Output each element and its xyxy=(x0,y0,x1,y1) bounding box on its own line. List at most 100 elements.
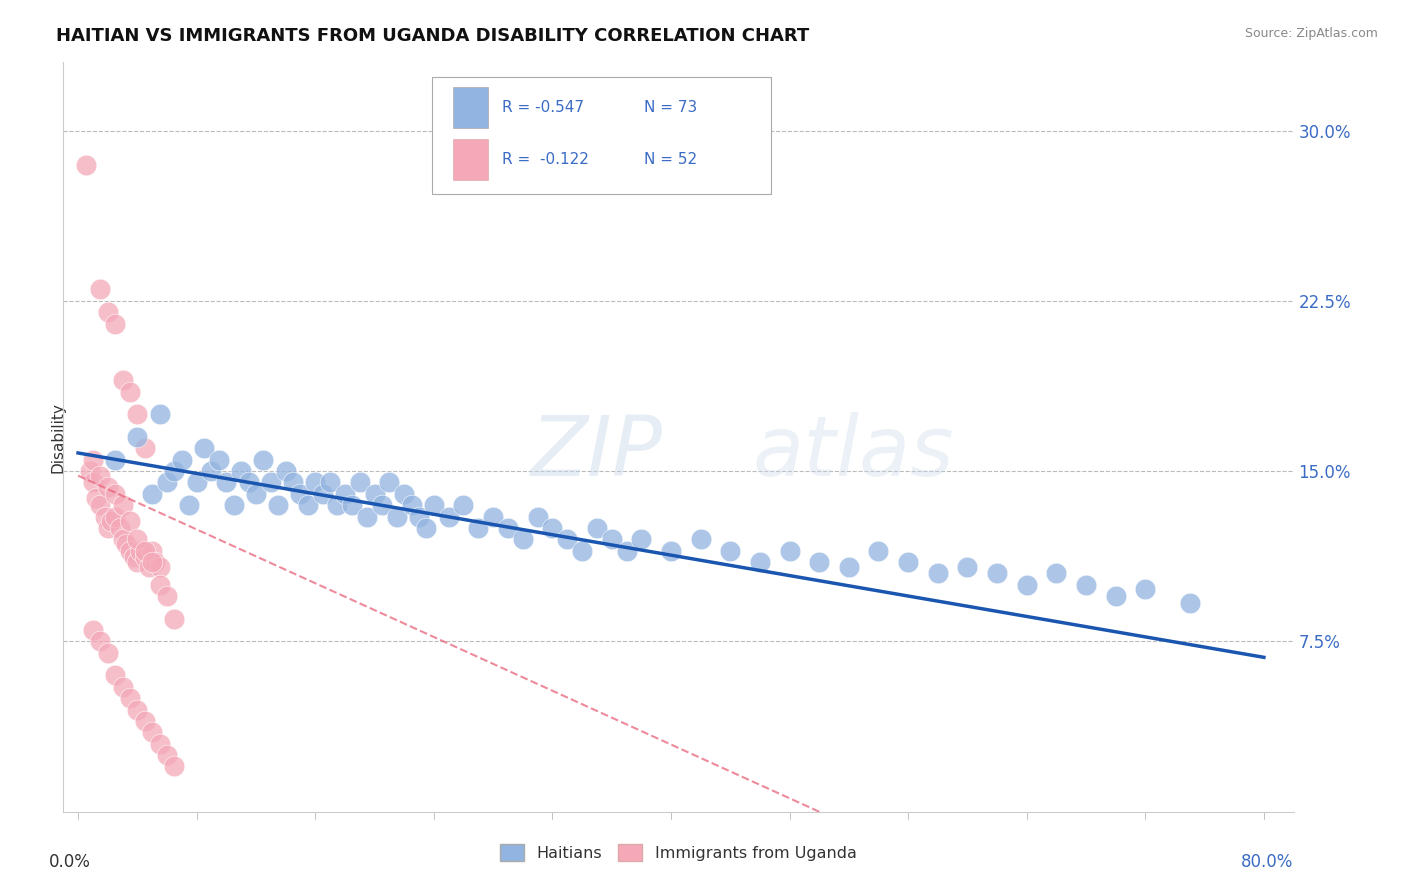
Point xyxy=(97,521,120,535)
Point xyxy=(274,464,297,478)
Point xyxy=(134,714,156,728)
Point xyxy=(138,559,160,574)
Text: R =  -0.122: R = -0.122 xyxy=(502,153,589,168)
Point xyxy=(141,725,163,739)
Point xyxy=(1015,577,1038,591)
Point xyxy=(571,543,593,558)
Point xyxy=(371,498,394,512)
Text: HAITIAN VS IMMIGRANTS FROM UGANDA DISABILITY CORRELATION CHART: HAITIAN VS IMMIGRANTS FROM UGANDA DISABI… xyxy=(56,27,810,45)
Point xyxy=(127,408,149,422)
Point xyxy=(526,509,548,524)
Text: ZIP: ZIP xyxy=(531,411,662,492)
Point xyxy=(170,452,193,467)
Point xyxy=(118,514,141,528)
Point xyxy=(267,498,290,512)
Point xyxy=(127,555,149,569)
Point xyxy=(104,452,127,467)
Point xyxy=(82,475,104,490)
Point xyxy=(111,373,134,387)
Point xyxy=(897,555,920,569)
Point xyxy=(423,498,446,512)
Point xyxy=(156,475,179,490)
Point xyxy=(75,158,97,172)
Point xyxy=(129,543,152,558)
Point xyxy=(401,498,423,512)
Point xyxy=(1104,589,1126,603)
Point xyxy=(104,509,127,524)
Text: R = -0.547: R = -0.547 xyxy=(502,100,585,115)
Point xyxy=(104,668,127,682)
Point xyxy=(689,533,711,547)
Point xyxy=(118,384,141,399)
Point xyxy=(104,317,127,331)
Point xyxy=(319,475,342,490)
Point xyxy=(245,487,267,501)
Point xyxy=(97,480,120,494)
Point xyxy=(79,464,101,478)
FancyBboxPatch shape xyxy=(453,87,488,128)
Point xyxy=(104,487,127,501)
Point xyxy=(437,509,460,524)
Point xyxy=(143,555,166,569)
Point xyxy=(779,543,801,558)
Point xyxy=(108,521,131,535)
Point xyxy=(84,491,107,506)
Point xyxy=(222,498,245,512)
Point xyxy=(127,533,149,547)
Point xyxy=(100,514,122,528)
Point xyxy=(512,533,534,547)
Point xyxy=(868,543,890,558)
Point xyxy=(124,550,146,565)
Point xyxy=(111,680,134,694)
Point xyxy=(586,521,609,535)
Point xyxy=(956,559,979,574)
Point xyxy=(231,464,253,478)
Point xyxy=(141,555,163,569)
Point xyxy=(986,566,1008,581)
Point xyxy=(385,509,408,524)
Point xyxy=(149,559,172,574)
Point xyxy=(134,550,156,565)
Point xyxy=(118,543,141,558)
Point xyxy=(718,543,741,558)
FancyBboxPatch shape xyxy=(433,78,770,194)
Point xyxy=(281,475,304,490)
Point xyxy=(141,543,163,558)
Point xyxy=(541,521,564,535)
Point xyxy=(200,464,222,478)
Point xyxy=(111,533,134,547)
Text: Source: ZipAtlas.com: Source: ZipAtlas.com xyxy=(1244,27,1378,40)
Point xyxy=(748,555,770,569)
Point xyxy=(97,305,120,319)
Point xyxy=(297,498,319,512)
Point xyxy=(408,509,430,524)
Point xyxy=(555,533,578,547)
Point xyxy=(1135,582,1157,597)
Point xyxy=(630,533,652,547)
Point xyxy=(392,487,415,501)
Point xyxy=(659,543,682,558)
Point xyxy=(127,430,149,444)
Point xyxy=(482,509,505,524)
Point xyxy=(114,537,136,551)
Point xyxy=(89,634,111,648)
Point xyxy=(453,498,475,512)
Point xyxy=(290,487,312,501)
Point xyxy=(1074,577,1097,591)
Legend: Haitians, Immigrants from Uganda: Haitians, Immigrants from Uganda xyxy=(494,838,863,867)
Point xyxy=(156,747,179,762)
Point xyxy=(94,509,117,524)
Point xyxy=(363,487,385,501)
Text: 0.0%: 0.0% xyxy=(48,853,90,871)
Point xyxy=(163,612,186,626)
Y-axis label: Disability: Disability xyxy=(51,401,65,473)
Point xyxy=(838,559,860,574)
Point xyxy=(134,442,156,456)
Point xyxy=(208,452,231,467)
Point xyxy=(415,521,437,535)
Point xyxy=(600,533,623,547)
Point xyxy=(89,283,111,297)
Point xyxy=(82,623,104,637)
Point xyxy=(149,577,172,591)
Point xyxy=(356,509,378,524)
